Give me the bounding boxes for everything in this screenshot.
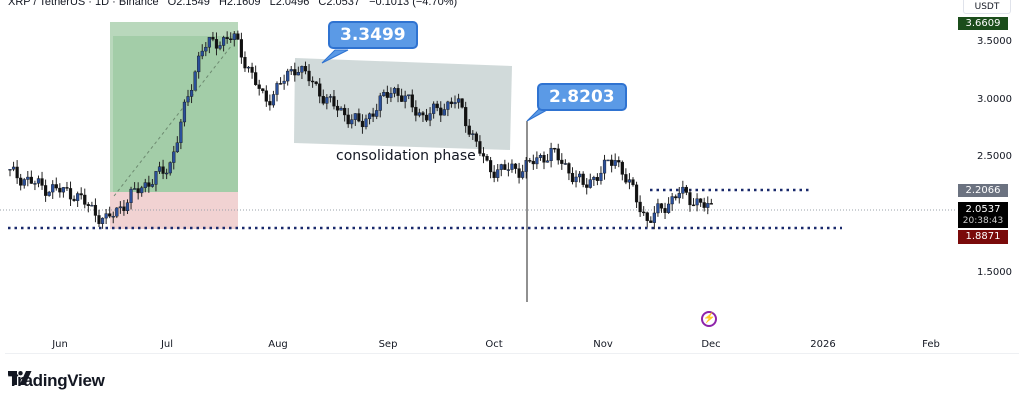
countdown-timer: 20:38:43 — [958, 216, 1008, 228]
time-axis[interactable]: Jun Jul Aug Sep Oct Nov Dec 2026 Feb — [0, 335, 955, 355]
ohlc-open: O2.1549 — [167, 0, 210, 8]
time-tick: Jun — [52, 339, 68, 350]
ohlc-low: L2.0496 — [269, 0, 310, 8]
divider — [5, 353, 1019, 354]
last-price-tag: 2.0537 — [958, 202, 1008, 217]
price-tick: 2.5000 — [977, 151, 1012, 162]
time-tick: 2026 — [810, 339, 836, 350]
time-tick: Nov — [593, 339, 613, 350]
consolidation-label[interactable]: consolidation phase — [336, 148, 476, 164]
callout-pointer-1 — [321, 49, 349, 64]
time-tick: Dec — [701, 339, 721, 350]
price-axis[interactable]: 3.5000 3.0000 2.5000 1.5000 — [955, 0, 1024, 335]
high-price-tag: 3.6609 — [958, 17, 1008, 30]
profit-zone — [113, 36, 238, 192]
ohlc-close: C2.0537 — [318, 0, 361, 8]
event-lightning-icon[interactable]: ⚡ — [701, 311, 717, 327]
ohlc-high: H2.1609 — [218, 0, 261, 8]
time-tick: Sep — [378, 339, 398, 350]
price-tick: 3.5000 — [977, 36, 1012, 47]
candles-group — [8, 30, 713, 302]
currency-unit-button[interactable]: USDT — [963, 0, 1011, 14]
price-callout-breakdown[interactable]: 2.8203 — [537, 83, 627, 111]
price-tick: 1.5000 — [977, 267, 1012, 278]
time-tick: Aug — [268, 339, 288, 350]
candlestick-plot[interactable] — [0, 0, 955, 335]
trend-dashed-line — [113, 44, 233, 197]
price-tick: 3.0000 — [977, 94, 1012, 105]
ohlc-change: −0.1013 (−4.70%) — [369, 0, 458, 8]
time-tick: Feb — [922, 339, 940, 350]
time-tick: Jul — [160, 339, 174, 350]
chart-pane[interactable] — [0, 0, 955, 335]
resistance-price-tag: 2.2066 — [958, 184, 1008, 197]
time-tick: Oct — [485, 339, 503, 350]
logo-text: TradingView — [8, 371, 105, 390]
symbol-header: XRP / TetherUS · 1D · Binance O2.1549 H2… — [8, 0, 463, 8]
symbol-name[interactable]: XRP / TetherUS · 1D · Binance — [8, 0, 159, 8]
tradingview-logo-icon — [8, 371, 32, 385]
price-callout-high[interactable]: 3.3499 — [328, 21, 418, 49]
tradingview-logo[interactable]: TradingView — [8, 371, 105, 391]
support-price-tag: 1.8871 — [958, 230, 1008, 244]
